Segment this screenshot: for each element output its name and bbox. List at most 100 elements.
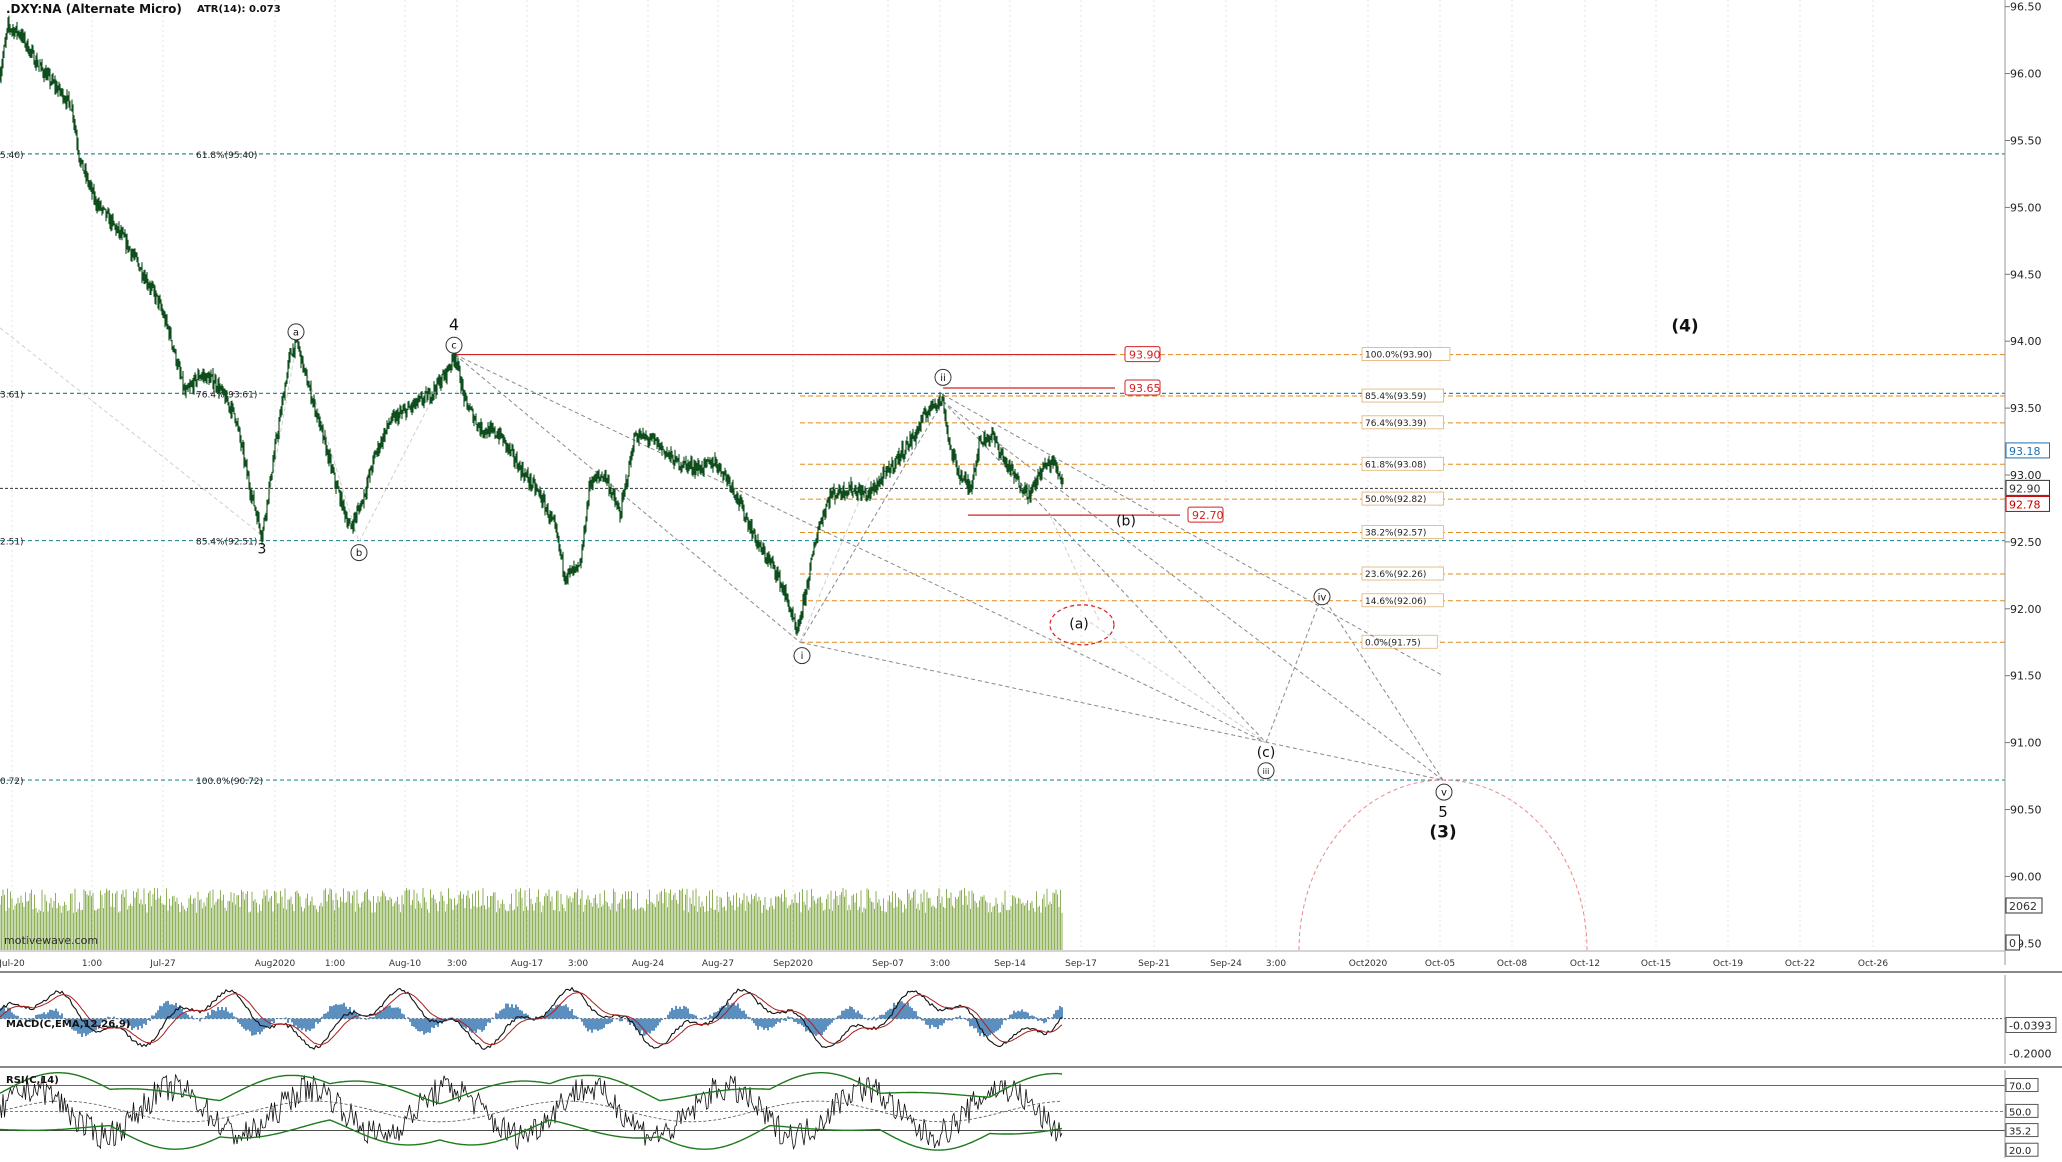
wave-projection-line xyxy=(942,394,1444,677)
macd-histogram xyxy=(0,1000,1063,1037)
wave-projection-line xyxy=(942,401,1267,743)
right-price-box xyxy=(2005,479,2050,496)
blue-level-label: 85.4%(92.51) xyxy=(196,538,257,548)
right-price-box xyxy=(2005,495,2050,512)
price-tick-label: 96.50 xyxy=(2010,1,2042,14)
fib-level-box xyxy=(1361,593,1444,608)
rsi-axis-label: 70.0 xyxy=(2009,1082,2031,1093)
wave-label: 5 xyxy=(1438,803,1448,821)
price-tick-label: 93.00 xyxy=(2010,469,2042,482)
blue-level-left-label: 3.61) xyxy=(0,390,24,400)
blue-level-left-label: 2.51) xyxy=(0,538,24,548)
rsi-band-upper xyxy=(0,1072,1063,1105)
price-tick-label: 92.50 xyxy=(2010,536,2042,549)
fib-level-label: 85.4%(93.59) xyxy=(1365,392,1426,402)
fib-level-box xyxy=(1361,634,1438,649)
atr-label: ATR(14): 0.073 xyxy=(197,4,281,15)
wave-label: iii xyxy=(1263,767,1270,776)
date-tick-label: Sep-17 xyxy=(1065,959,1097,969)
wave-label-circle xyxy=(793,647,811,665)
price-tick-label: 94.50 xyxy=(2010,268,2042,281)
date-tick-label: 3:00 xyxy=(1266,959,1286,969)
price-tick-label: 94.00 xyxy=(2010,335,2042,348)
red-level-label: 93.90 xyxy=(1129,349,1161,362)
wave-label: c xyxy=(451,341,457,352)
red-level-label: 93.65 xyxy=(1129,382,1161,395)
price-tick-label: 96.00 xyxy=(2010,68,2042,81)
right-price-label: 0 xyxy=(2009,937,2016,950)
rsi-axis-label: 50.0 xyxy=(2009,1107,2031,1118)
rsi-value-box xyxy=(2005,1123,2039,1138)
rsi-axis-label: 20.0 xyxy=(2009,1146,2031,1157)
date-tick-label: Sep-14 xyxy=(994,959,1026,969)
wave-label: a xyxy=(293,327,299,338)
right-price-label: 92.90 xyxy=(2009,482,2041,495)
wave-projection-line xyxy=(799,641,1444,781)
date-tick-label: Oct2020 xyxy=(1349,959,1388,969)
right-price-box xyxy=(2005,897,2043,914)
fib-level-box xyxy=(1361,347,1451,361)
wave-label-circle xyxy=(934,368,952,386)
wave-label-circle xyxy=(1313,588,1331,606)
date-tick-label: Oct-15 xyxy=(1641,959,1671,969)
red-level-box xyxy=(1187,506,1224,523)
date-tick-label: 3:00 xyxy=(930,959,950,969)
date-tick-label: Oct-08 xyxy=(1497,959,1528,969)
wave-projection-line xyxy=(799,401,944,643)
fib-level-label: 0.0%(91.75) xyxy=(1365,638,1421,648)
fib-level-label: 100.0%(93.90) xyxy=(1365,351,1432,361)
rsi-label: RSI(C,14) xyxy=(6,1075,59,1086)
wave-projection-line xyxy=(454,354,801,643)
fib-level-label: 61.8%(93.08) xyxy=(1365,460,1426,470)
fib-level-box xyxy=(1361,388,1444,403)
wave-projection-line xyxy=(1321,595,1444,781)
rsi-average xyxy=(0,1100,1062,1123)
rsi-axis-label: 35.2 xyxy=(2009,1127,2031,1138)
fib-level-box xyxy=(1361,456,1444,471)
date-tick-label: Sep-24 xyxy=(1210,959,1242,969)
date-tick-label: Oct-22 xyxy=(1785,959,1815,969)
blue-level-left-label: 0.72) xyxy=(0,777,24,787)
red-level-box xyxy=(1124,346,1161,363)
date-tick-label: 1:00 xyxy=(82,959,102,969)
wave-label-circle xyxy=(1257,762,1275,780)
price-bars xyxy=(0,15,1064,636)
date-tick-label: Jul-27 xyxy=(149,959,176,969)
price-tick-label: 90.00 xyxy=(2010,870,2042,883)
date-tick-label: Aug-24 xyxy=(632,959,665,969)
date-tick-label: Oct-12 xyxy=(1570,959,1600,969)
time-cycle-arc xyxy=(1298,779,1588,951)
date-tick-label: Sep-07 xyxy=(872,959,904,969)
date-tick-label: Aug-17 xyxy=(511,959,543,969)
price-tick-label: 92.00 xyxy=(2010,603,2042,616)
wave-label: 4 xyxy=(449,315,459,334)
fib-level-box xyxy=(1361,566,1444,581)
date-tick-label: 3:00 xyxy=(447,959,467,969)
date-tick-label: Oct-26 xyxy=(1858,959,1889,969)
fib-level-label: 23.6%(92.26) xyxy=(1365,570,1426,580)
wave-label: ii xyxy=(940,373,946,384)
date-tick-label: Sep2020 xyxy=(773,959,813,969)
fib-level-label: 38.2%(92.57) xyxy=(1365,529,1426,539)
wave-label-circle xyxy=(445,336,463,354)
macd-axis-label: -0.0393 xyxy=(2009,1019,2051,1032)
blue-level-label: 100.0%(90.72) xyxy=(196,777,263,787)
blue-level-label: 61.8%(95.40) xyxy=(196,151,257,161)
wave-label: (a) xyxy=(1069,617,1089,633)
fib-level-box xyxy=(1361,525,1444,539)
wave-label: (4) xyxy=(1671,316,1698,336)
price-tick-label: 95.00 xyxy=(2010,201,2042,214)
wave-label: 3 xyxy=(258,542,267,558)
fib-level-label: 50.0%(92.82) xyxy=(1365,495,1426,505)
wave-label-circle xyxy=(1435,783,1453,801)
date-tick-label: Oct-19 xyxy=(1713,959,1744,969)
wave-label: (c) xyxy=(1257,745,1276,761)
macd-label: MACD(C,EMA,12,26,9) xyxy=(6,1019,131,1030)
right-price-box xyxy=(2005,442,2050,459)
volume-bars xyxy=(0,888,1063,950)
fib-level-label: 14.6%(92.06) xyxy=(1365,597,1426,607)
date-tick-label: Jul-20 xyxy=(0,959,25,969)
price-tick-label: 91.00 xyxy=(2010,737,2042,750)
